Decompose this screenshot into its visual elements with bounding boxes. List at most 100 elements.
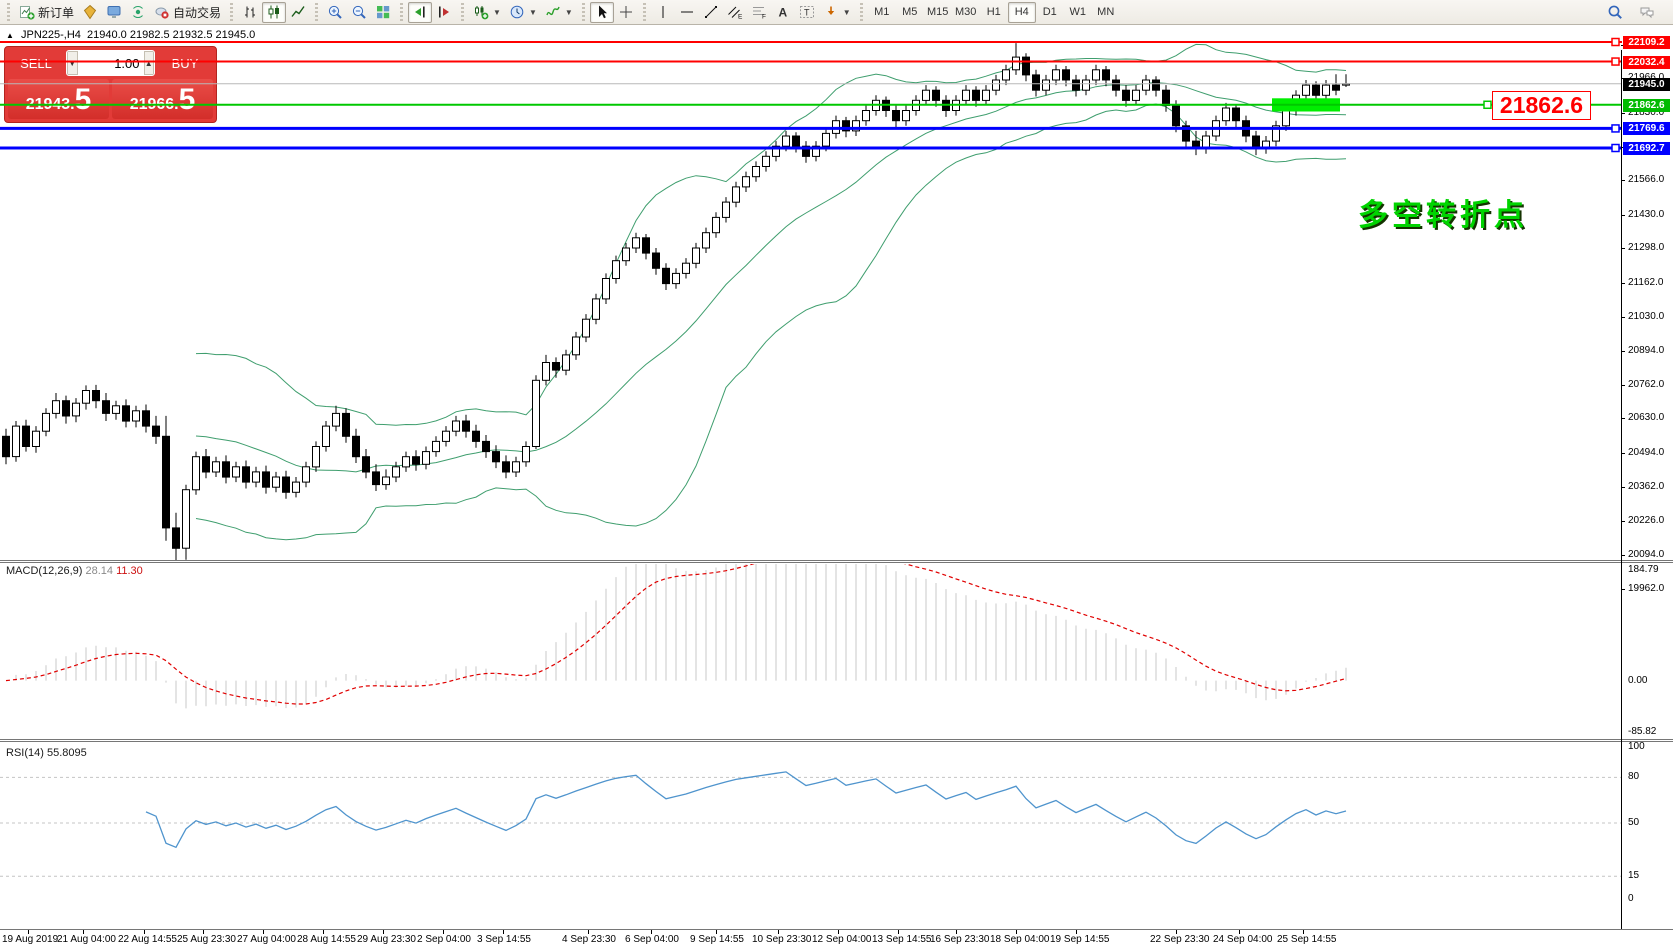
time-label: 12 Sep 04:00 xyxy=(812,934,872,945)
line-chart-button[interactable] xyxy=(286,2,310,23)
tf-w1[interactable]: W1 xyxy=(1064,2,1092,23)
tile-windows-button[interactable] xyxy=(371,2,395,23)
time-label: 25 Sep 14:55 xyxy=(1277,934,1337,945)
toolbar-grip xyxy=(579,3,587,21)
time-label: 9 Sep 14:55 xyxy=(690,934,744,945)
time-tick xyxy=(716,930,717,934)
volume-input[interactable] xyxy=(77,51,144,75)
tf-m30[interactable]: M30 xyxy=(952,2,980,23)
arrows-button[interactable]: ▼ xyxy=(819,2,855,23)
fibonacci-icon: F xyxy=(752,7,766,21)
time-label: 25 Aug 23:30 xyxy=(177,934,236,945)
price-badge: 22109.2 xyxy=(1623,35,1670,49)
chat-button[interactable] xyxy=(1635,2,1659,23)
zoom-in-button[interactable] xyxy=(323,2,347,23)
price-tick-label: 20630.0 xyxy=(1628,412,1665,423)
new-chart-icon xyxy=(475,6,489,20)
volume-decrease-icon[interactable]: ▼ xyxy=(67,51,78,75)
price-badge: 21862.6 xyxy=(1623,98,1670,112)
tf-m15[interactable]: M15 xyxy=(924,2,952,23)
tf-m1[interactable]: M1 xyxy=(868,2,896,23)
svg-text:A: A xyxy=(778,6,787,20)
terminal-button[interactable] xyxy=(102,2,126,23)
indicators-button[interactable]: ▼ xyxy=(541,2,577,23)
time-axis[interactable]: 19 Aug 2019 21 Aug 04:00 22 Aug 14:55 25 Au… xyxy=(0,929,1673,947)
price-tick xyxy=(1621,487,1625,488)
toolbar-grip xyxy=(398,3,406,21)
text-icon: A xyxy=(778,6,787,20)
sell-price[interactable]: 21943. 5 xyxy=(8,79,109,119)
toolbar-group-scroll xyxy=(408,1,456,23)
toolbar-grip xyxy=(313,3,321,21)
search-button[interactable] xyxy=(1603,2,1627,23)
price-chart[interactable] xyxy=(0,25,1622,585)
time-tick xyxy=(1303,930,1304,934)
time-tick xyxy=(28,930,29,934)
mql-editor-button[interactable] xyxy=(78,2,102,23)
mql-editor-icon xyxy=(83,4,97,20)
tf-h4[interactable]: H4 xyxy=(1007,1,1036,23)
periods-button[interactable]: ▼ xyxy=(505,2,541,23)
collapse-icon[interactable]: ▲ xyxy=(6,31,14,40)
channel-button[interactable]: E xyxy=(723,2,747,23)
candlestick-button[interactable] xyxy=(262,1,287,23)
time-tick xyxy=(956,930,957,934)
svg-text:F: F xyxy=(762,14,766,21)
rsi-levels xyxy=(0,776,1622,877)
price-callout-label[interactable]: 21862.6 xyxy=(1492,90,1591,120)
rsi-line xyxy=(145,771,1347,849)
time-tick xyxy=(1016,930,1017,934)
sell-button[interactable]: SELL xyxy=(8,50,64,76)
auto-scroll-button[interactable] xyxy=(408,1,433,23)
horizontal-line-button[interactable] xyxy=(675,2,699,23)
tf-mn[interactable]: MN xyxy=(1092,2,1120,23)
line-chart-icon xyxy=(291,6,305,17)
new-order-icon xyxy=(20,6,35,20)
text-button[interactable]: A xyxy=(771,2,795,23)
tf-mn-label: MN xyxy=(1097,6,1115,18)
rsi-chart[interactable] xyxy=(0,743,1622,904)
crosshair-button[interactable] xyxy=(614,2,638,23)
cursor-icon xyxy=(598,5,607,19)
tile-windows-icon xyxy=(377,6,390,19)
price-tick-label: 21430.0 xyxy=(1628,209,1665,220)
volume-increase-icon[interactable]: ▲ xyxy=(143,51,154,75)
rsi-label: RSI(14) 55.8095 xyxy=(6,747,87,759)
toolbar-grip xyxy=(228,3,236,21)
price-axis-line xyxy=(1621,50,1622,947)
time-tick xyxy=(263,930,264,934)
turning-point-annotation[interactable]: 多空转折点 xyxy=(1358,199,1528,232)
tf-h1[interactable]: H1 xyxy=(980,2,1008,23)
price-tick xyxy=(1621,248,1625,249)
new-order-button[interactable]: 新订单 xyxy=(15,2,78,23)
new-chart-button[interactable]: ▼ xyxy=(469,2,505,23)
signals-button[interactable] xyxy=(126,2,150,23)
time-label: 21 Aug 04:00 xyxy=(57,934,116,945)
panel-separator[interactable] xyxy=(0,739,1673,742)
trendline-button[interactable] xyxy=(699,2,723,23)
time-label: 22 Aug 14:55 xyxy=(118,934,177,945)
text-label-button[interactable]: T xyxy=(795,2,819,23)
panel-separator[interactable] xyxy=(0,560,1673,563)
cursor-button[interactable] xyxy=(589,1,614,23)
autotrading-button[interactable]: 自动交易 xyxy=(150,2,225,23)
time-label: 10 Sep 23:30 xyxy=(752,934,812,945)
macd-chart[interactable] xyxy=(0,564,1622,740)
price-tick-label: 21162.0 xyxy=(1628,277,1664,288)
tf-m5[interactable]: M5 xyxy=(896,2,924,23)
toolbar-group-timeframes: M1 M5 M15 M30 H1 H4 D1 W1 MN xyxy=(868,1,1120,23)
zoom-out-button[interactable] xyxy=(347,2,371,23)
price-tick-label: 20494.0 xyxy=(1628,447,1665,458)
vertical-line-button[interactable] xyxy=(651,2,675,23)
time-tick xyxy=(83,930,84,934)
bar-chart-button[interactable] xyxy=(238,2,262,23)
buy-button[interactable]: BUY xyxy=(157,50,213,76)
periods-icon xyxy=(510,5,524,19)
price-tick xyxy=(1621,385,1625,386)
price-tick-label: 20094.0 xyxy=(1628,549,1665,560)
chart-shift-button[interactable] xyxy=(432,2,456,23)
time-label: 16 Sep 23:30 xyxy=(930,934,990,945)
fibonacci-button[interactable]: F xyxy=(747,2,771,23)
price-tick-label: 20226.0 xyxy=(1628,515,1665,526)
tf-d1[interactable]: D1 xyxy=(1036,2,1064,23)
